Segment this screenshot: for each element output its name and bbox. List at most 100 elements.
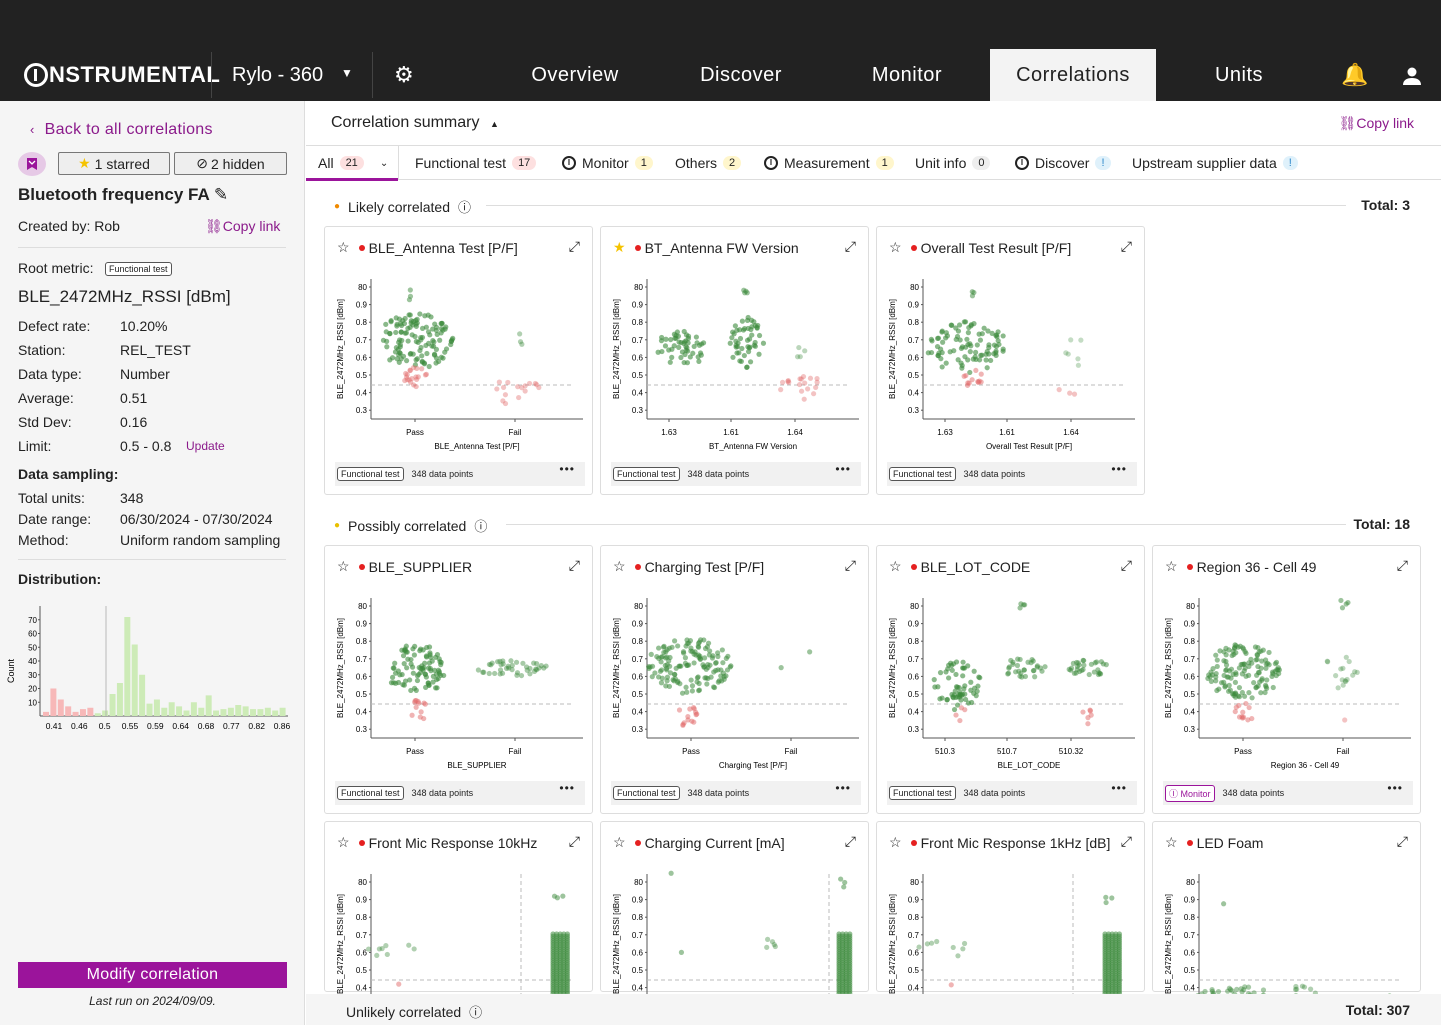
tab-correlations[interactable]: Correlations xyxy=(990,49,1156,101)
correlation-card[interactable]: ☆ BLE_LOT_CODE ⤢ BLE_2472MHz_RSSI [dBm] 80 0.… xyxy=(876,545,1145,814)
data-point xyxy=(938,356,944,362)
data-point xyxy=(954,702,961,708)
star-icon[interactable]: ☆ xyxy=(889,558,902,574)
filter-discover[interactable]: I Discover! xyxy=(1015,155,1111,171)
correlation-card[interactable]: ☆ LED Foam ⤢ BLE_2472MHz_RSSI [dBm] 80 0.9 0.8… xyxy=(1152,821,1421,1004)
more-options-icon[interactable]: ••• xyxy=(559,781,575,795)
expand-icon[interactable]: ⤢ xyxy=(844,833,856,849)
star-icon[interactable]: ☆ xyxy=(613,558,626,574)
expand-icon[interactable]: ⤢ xyxy=(844,238,856,254)
instrumental-logo[interactable]: NSTRUMENTAL xyxy=(24,60,220,90)
data-point xyxy=(756,332,763,339)
data-point xyxy=(778,387,784,393)
tab-monitor[interactable]: Monitor xyxy=(871,63,943,86)
data-point xyxy=(698,352,704,358)
copy-link-top[interactable]: ⛓Copy link xyxy=(1339,115,1414,132)
data-point xyxy=(527,665,533,672)
hidden-filter-button[interactable]: ⊘ 2 hidden xyxy=(174,152,287,175)
star-icon[interactable]: ☆ xyxy=(337,834,350,850)
expand-icon[interactable]: ⤢ xyxy=(1120,557,1132,573)
correlation-card[interactable]: ☆ Charging Current [mA] ⤢ BLE_2472MHz_RSSI … xyxy=(600,821,869,1004)
update-limit-link[interactable]: Update xyxy=(186,439,225,453)
tab-overview[interactable]: Overview xyxy=(531,63,619,86)
help-icon[interactable]: ⓘ xyxy=(469,1005,483,1020)
more-options-icon[interactable]: ••• xyxy=(1387,781,1403,795)
filter-unit-info[interactable]: Unit info 0 xyxy=(915,155,991,171)
star-icon[interactable]: ☆ xyxy=(889,239,902,255)
filter-others[interactable]: Others 2 xyxy=(675,155,742,171)
correlation-card[interactable]: ☆ Overall Test Result [P/F] ⤢ BLE_2472MHz_R… xyxy=(876,226,1145,495)
histogram-bar xyxy=(57,699,64,716)
star-icon[interactable]: ☆ xyxy=(337,558,350,574)
data-point xyxy=(517,339,524,345)
project-selector[interactable]: Rylo - 360 xyxy=(232,64,324,86)
edit-pencil-icon[interactable]: ✎ xyxy=(213,185,229,204)
filter-tabs: All 21 ⌄ Functional test 17 I Monitor 1 Other… xyxy=(306,145,1441,181)
correlation-card[interactable]: ☆ Region 36 - Cell 49 ⤢ BLE_2472MHz_RSSI [d… xyxy=(1152,545,1421,814)
data-point xyxy=(744,364,750,371)
more-options-icon[interactable]: ••• xyxy=(559,462,575,476)
starred-filter-button[interactable]: ★ 1 starred xyxy=(58,152,170,175)
data-point xyxy=(662,343,669,349)
data-point xyxy=(383,943,389,949)
functional-test-tag: Functional test xyxy=(337,786,404,800)
more-options-icon[interactable]: ••• xyxy=(835,462,851,476)
correlation-card[interactable]: ☆ BLE_Antenna Test [P/F] ⤢ BLE_2472MHz_RSSI… xyxy=(324,226,593,495)
user-icon[interactable] xyxy=(1400,64,1424,88)
expand-icon[interactable]: ⤢ xyxy=(1120,833,1132,849)
caret-down-icon[interactable]: ▼ xyxy=(341,66,353,80)
more-options-icon[interactable]: ••• xyxy=(1111,781,1127,795)
more-options-icon[interactable]: ••• xyxy=(1111,462,1127,476)
data-point xyxy=(685,717,691,723)
star-icon[interactable]: ☆ xyxy=(1165,834,1178,850)
expand-icon[interactable]: ⤢ xyxy=(1396,557,1408,573)
data-point xyxy=(423,342,429,349)
filter-measurement[interactable]: I Measurement 1 xyxy=(764,155,894,171)
data-point xyxy=(660,644,667,650)
correlation-card[interactable]: ☆ Charging Test [P/F] ⤢ BLE_2472MHz_RSSI [d… xyxy=(600,545,869,814)
gear-icon[interactable]: ⚙ xyxy=(394,62,414,87)
correlation-card[interactable]: ☆ BLE_SUPPLIER ⤢ BLE_2472MHz_RSSI [dBm] 80 0.… xyxy=(324,545,593,814)
expand-icon[interactable]: ⤢ xyxy=(568,238,580,254)
modify-correlation-button[interactable]: Modify correlation xyxy=(18,962,287,988)
histogram-x-tick: 0.55 xyxy=(122,721,139,731)
copy-link[interactable]: ⛓Copy link xyxy=(205,218,280,235)
card-title: ☆ LED Foam xyxy=(1165,834,1263,851)
field-key: Defect rate: xyxy=(18,318,91,334)
flag-icon[interactable] xyxy=(18,152,46,176)
correlation-summary-toggle[interactable]: Correlation summary ▲ xyxy=(331,114,499,132)
help-icon[interactable]: ⓘ xyxy=(474,519,488,534)
filter-monitor[interactable]: I Monitor 1 xyxy=(562,155,653,171)
back-link[interactable]: ‹ Back to all correlations xyxy=(30,121,213,139)
data-point xyxy=(401,661,407,667)
tab-discover[interactable]: Discover xyxy=(700,63,782,86)
data-point xyxy=(951,348,957,354)
expand-icon[interactable]: ⤢ xyxy=(1120,238,1132,254)
expand-icon[interactable]: ⤢ xyxy=(1396,833,1408,849)
correlation-card[interactable]: ★ BT_Antenna FW Version ⤢ BLE_2472MHz_RSSI … xyxy=(600,226,869,495)
histogram-bar xyxy=(168,702,175,716)
data-point xyxy=(1016,668,1022,674)
help-icon[interactable]: ⓘ xyxy=(457,200,471,215)
data-point xyxy=(1344,676,1350,683)
star-icon[interactable]: ★ xyxy=(613,239,626,255)
expand-icon[interactable]: ⤢ xyxy=(568,557,580,573)
star-icon[interactable]: ☆ xyxy=(889,834,902,850)
data-point xyxy=(531,668,538,674)
correlation-card[interactable]: ☆ Front Mic Response 10kHz ⤢ BLE_2472MHz_RS… xyxy=(324,821,593,1004)
filter-count: 0 xyxy=(972,156,991,170)
filter-upstream-supplier[interactable]: Upstream supplier data! xyxy=(1132,155,1298,171)
notification-bell-icon[interactable]: 🔔 xyxy=(1341,62,1369,87)
correlation-card[interactable]: ☆ Front Mic Response 1kHz [dB] ⤢ BLE_2472MH… xyxy=(876,821,1145,1004)
filter-all[interactable]: All 21 ⌄ xyxy=(318,155,388,171)
filter-functional-test[interactable]: Functional test 17 xyxy=(415,155,537,171)
data-point xyxy=(678,354,684,361)
star-icon[interactable]: ☆ xyxy=(1165,558,1178,574)
more-options-icon[interactable]: ••• xyxy=(835,781,851,795)
star-icon[interactable]: ☆ xyxy=(613,834,626,850)
star-icon[interactable]: ☆ xyxy=(337,239,350,255)
expand-icon[interactable]: ⤢ xyxy=(844,557,856,573)
data-point xyxy=(667,670,674,676)
tab-units[interactable]: Units xyxy=(1214,63,1264,86)
expand-icon[interactable]: ⤢ xyxy=(568,833,580,849)
